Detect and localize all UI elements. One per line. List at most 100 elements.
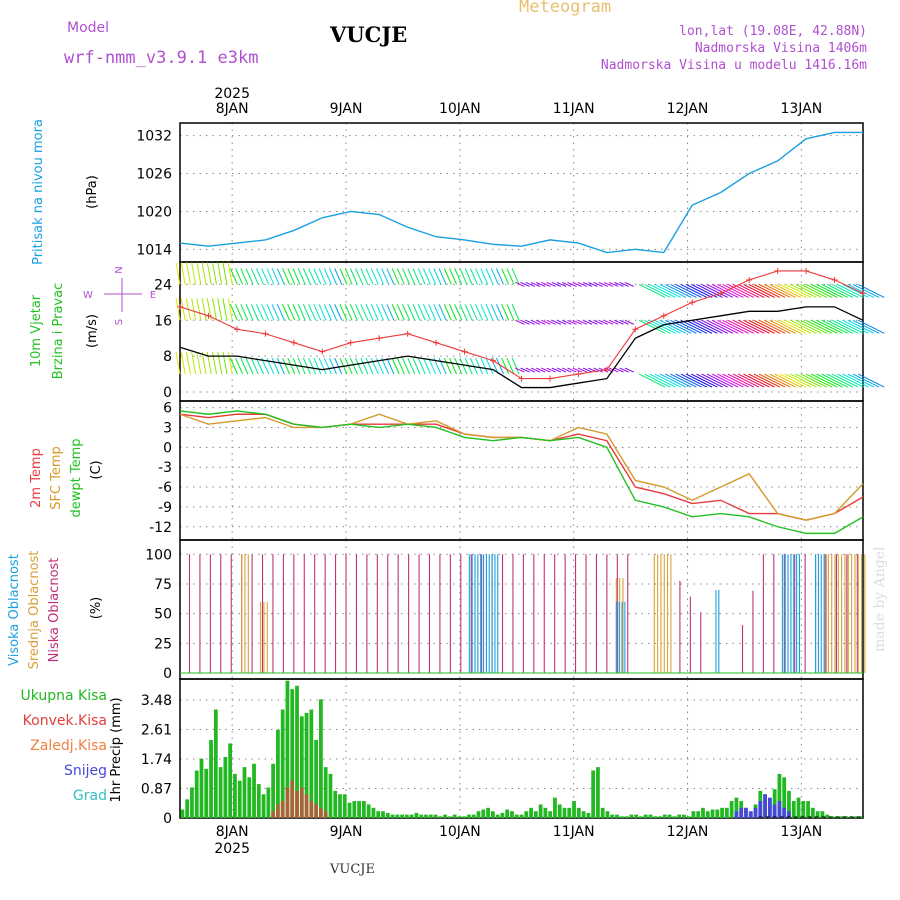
wind-barb	[292, 304, 301, 321]
high-cloud-axis-title: Visoka Oblacnost	[7, 554, 22, 666]
precip-bar	[514, 814, 519, 818]
precip-bar	[610, 814, 615, 818]
wind-barb	[454, 304, 463, 321]
wind-barb	[842, 283, 869, 298]
wind-barb	[323, 357, 332, 375]
wind-barb	[313, 268, 322, 285]
precip-bar	[419, 814, 424, 818]
wind-barb	[287, 268, 296, 285]
wind-barb	[229, 268, 238, 285]
wind-barb	[480, 357, 489, 375]
wind-barb	[245, 304, 254, 321]
y-tick-label: 3.48	[141, 693, 172, 709]
wind-barb	[217, 352, 223, 375]
wind-barb	[588, 281, 598, 287]
wind-barb	[546, 319, 556, 325]
wind-barb	[196, 298, 202, 321]
y-tick-label: 1032	[136, 129, 172, 145]
precip-bar	[553, 797, 557, 818]
wind-barb	[506, 304, 515, 321]
wind-barb	[525, 319, 535, 325]
wind-barb	[624, 281, 635, 287]
wind-barb	[821, 283, 848, 298]
wind-barb	[229, 304, 238, 321]
wind-barb	[722, 373, 749, 388]
precip-bar	[447, 816, 452, 818]
precip-bar	[314, 740, 319, 818]
model-elevation-label: Nadmorska Visina u modelu 1416.16m	[600, 58, 867, 73]
wind-barb	[480, 268, 489, 285]
wind-barb	[256, 304, 264, 321]
wind-barb	[464, 304, 473, 321]
wind-barb	[624, 319, 635, 325]
wind-barb	[858, 283, 885, 298]
wind-barb	[562, 319, 572, 325]
wind-barb	[779, 319, 807, 334]
wind-barb	[717, 283, 744, 298]
wind-barb	[180, 298, 186, 321]
wind-barb	[805, 283, 833, 298]
wind-barb	[520, 281, 530, 287]
y-tick-label: 3	[163, 420, 172, 436]
wind-barb	[334, 357, 343, 375]
precip-bar	[533, 811, 538, 818]
wind-barb	[449, 268, 457, 285]
precip-bar	[538, 804, 543, 818]
wind-barb	[706, 283, 734, 298]
wind-barb	[727, 283, 755, 298]
wind-barb	[790, 283, 817, 298]
wind-barb	[582, 281, 593, 287]
wind-barb	[562, 367, 572, 373]
wind-barb	[795, 319, 822, 334]
wind-barb	[206, 262, 212, 285]
precip-bar	[433, 814, 438, 818]
wind-barb	[496, 357, 504, 375]
wind-barb	[485, 304, 494, 321]
wind-barb	[511, 268, 520, 285]
precip-legend-item: Ukupna Kisa	[20, 688, 107, 704]
wind-barb	[428, 268, 437, 285]
wind-barb	[664, 319, 692, 334]
precip-bar	[180, 809, 185, 818]
wind-barb	[308, 357, 317, 375]
precip-bar	[223, 756, 228, 818]
wind-barb	[459, 304, 468, 321]
wind-barb	[402, 268, 411, 285]
convective-precip-bar	[323, 811, 328, 818]
precip-bar	[242, 767, 247, 818]
wind-barb	[381, 268, 390, 285]
wind-barb	[654, 373, 682, 388]
precip-bar	[295, 685, 299, 818]
wind-barb	[609, 281, 619, 287]
precip-bar	[457, 816, 462, 818]
wind-barb	[185, 352, 191, 375]
wind-barb	[302, 268, 311, 285]
wind-barb	[675, 283, 702, 298]
precip-bar	[428, 814, 433, 818]
pressure-unit-label: (hPa)	[85, 175, 100, 209]
wind-barb	[417, 357, 426, 375]
precip-bar	[237, 780, 242, 818]
precip-bar	[261, 794, 266, 818]
wind-barb	[567, 319, 577, 325]
wind-barb	[664, 283, 692, 298]
wind-barb	[685, 373, 713, 388]
precip-bar	[720, 807, 724, 818]
wind-barb	[670, 373, 697, 388]
snow-bar	[744, 807, 748, 818]
wind-barb	[240, 268, 249, 285]
wind-barb	[433, 268, 442, 285]
wind-barb	[250, 304, 259, 321]
wind-barb	[339, 268, 348, 285]
snow-bar	[777, 801, 782, 818]
precip-bar	[328, 773, 333, 818]
wind-barb	[407, 304, 416, 321]
precip-bar	[586, 812, 591, 818]
precip-bar	[643, 814, 648, 818]
y-tick-label: -12	[149, 520, 172, 536]
wind-barb	[769, 319, 796, 334]
wind-barb	[769, 283, 796, 298]
wind-barb	[480, 304, 489, 321]
wind-barb	[572, 319, 582, 325]
wind-barb	[438, 268, 447, 285]
